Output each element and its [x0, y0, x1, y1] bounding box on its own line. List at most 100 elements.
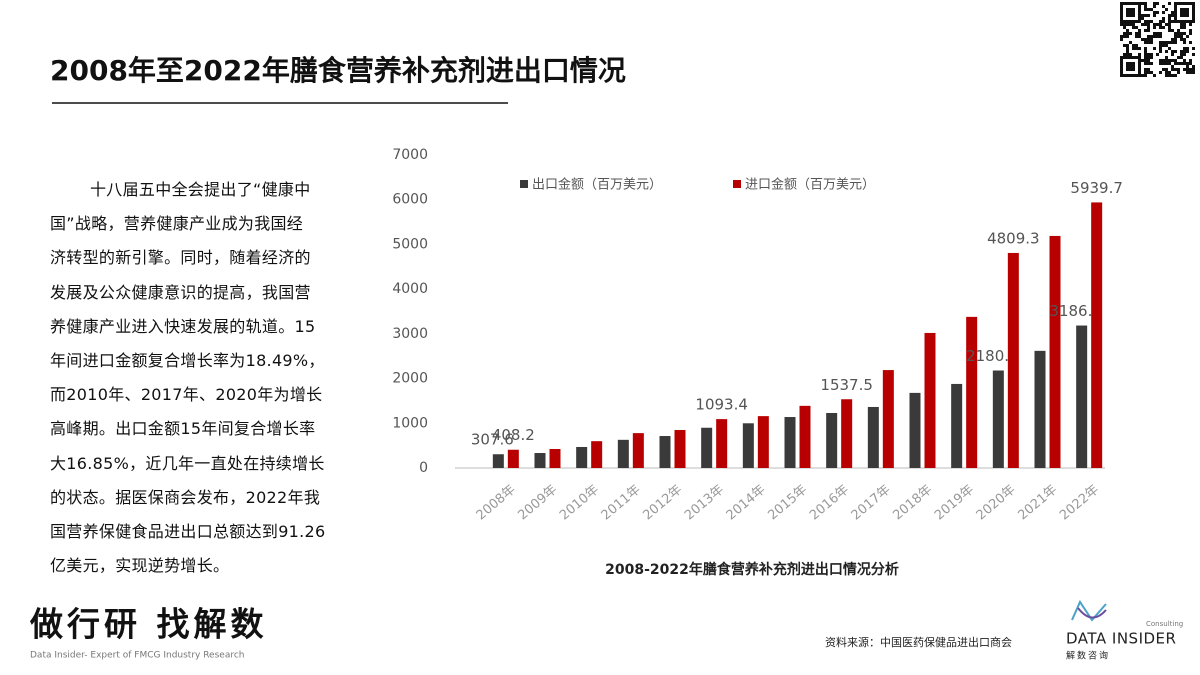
- qr-cell: [1183, 32, 1186, 35]
- qr-cell: [1165, 59, 1168, 62]
- qr-cell: [1150, 8, 1153, 11]
- qr-cell: [1129, 32, 1132, 35]
- qr-cell: [1165, 50, 1168, 53]
- y-tick-label: 6000: [392, 192, 428, 208]
- qr-cell: [1120, 8, 1123, 11]
- qr-cell: [1156, 32, 1159, 35]
- qr-cell: [1132, 2, 1135, 5]
- qr-cell: [1120, 38, 1123, 41]
- qr-cell: [1177, 71, 1180, 74]
- logo-icon: [1071, 599, 1107, 622]
- qr-cell: [1135, 2, 1138, 5]
- qr-cell: [1132, 26, 1135, 29]
- bar: [591, 441, 603, 468]
- x-tick-label: 2018年: [890, 482, 935, 523]
- qr-cell: [1183, 50, 1186, 53]
- qr-cell: [1129, 41, 1132, 44]
- qr-cell: [1123, 44, 1126, 47]
- qr-cell: [1168, 26, 1171, 29]
- qr-cell: [1183, 14, 1186, 17]
- source: 资料来源：中国医药保健品进出口商会: [825, 635, 1012, 649]
- qr-cell: [1147, 38, 1150, 41]
- qr-cell: [1135, 32, 1138, 35]
- qr-cell: [1180, 53, 1183, 56]
- qr-cell: [1189, 68, 1192, 71]
- qr-cell: [1144, 23, 1147, 26]
- qr-cell: [1132, 23, 1135, 26]
- qr-cell: [1189, 71, 1192, 74]
- qr-cell: [1129, 74, 1132, 77]
- qr-cell: [1183, 26, 1186, 29]
- qr-cell: [1162, 5, 1165, 8]
- qr-cell: [1126, 29, 1129, 32]
- qr-cell: [1126, 53, 1129, 56]
- logo-small: Consulting: [1146, 620, 1183, 628]
- qr-cell: [1189, 41, 1192, 44]
- qr-cell: [1132, 74, 1135, 77]
- qr-cell: [1192, 47, 1195, 50]
- tagline: Data Insider- Expert of FMCG Industry Re…: [30, 651, 245, 661]
- qr-cell: [1177, 62, 1180, 65]
- x-tick-label: 2021年: [1015, 482, 1060, 523]
- qr-cell: [1180, 35, 1183, 38]
- qr-cell: [1120, 59, 1123, 62]
- qr-cell: [1120, 11, 1123, 14]
- legend-swatch: [520, 180, 528, 188]
- qr-cell: [1174, 59, 1177, 62]
- bar: [1007, 252, 1019, 468]
- qr-cell: [1189, 20, 1192, 23]
- qr-cell: [1174, 68, 1177, 71]
- body-line: 养健康产业进入快速发展的轨道。15: [50, 316, 316, 336]
- qr-cell: [1138, 59, 1141, 62]
- qr-cell: [1144, 38, 1147, 41]
- qr-cell: [1159, 50, 1162, 53]
- qr-cell: [1147, 59, 1150, 62]
- qr-cell: [1174, 35, 1177, 38]
- qr-cell: [1183, 41, 1186, 44]
- qr-cell: [1150, 20, 1153, 23]
- qr-cell: [1183, 8, 1186, 11]
- qr-cell: [1132, 14, 1135, 17]
- x-tick-label: 2010年: [557, 482, 602, 523]
- qr-cell: [1186, 71, 1189, 74]
- qr-cell: [1147, 68, 1150, 71]
- bar: [757, 416, 769, 468]
- qr-cell: [1123, 26, 1126, 29]
- qr-cell: [1162, 20, 1165, 23]
- qr-cell: [1174, 74, 1177, 77]
- qr-cell: [1162, 44, 1165, 47]
- qr-cell: [1138, 47, 1141, 50]
- qr-cell: [1132, 11, 1135, 14]
- qr-cell: [1150, 62, 1153, 65]
- qr-cell: [1192, 71, 1195, 74]
- qr-cell: [1135, 74, 1138, 77]
- qr-cell: [1189, 2, 1192, 5]
- qr-cell: [1180, 20, 1183, 23]
- qr-cell: [1174, 8, 1177, 11]
- qr-cell: [1123, 32, 1126, 35]
- logo: DATA INSIDER: [1066, 630, 1176, 648]
- body-line: 国”战略，营养健康产业成为我国经: [50, 214, 304, 234]
- qr-cell: [1120, 35, 1123, 38]
- qr-cell: [1129, 68, 1132, 71]
- qr-cell: [1123, 56, 1126, 59]
- qr-cell: [1159, 26, 1162, 29]
- qr-cell: [1138, 65, 1141, 68]
- qr-cell: [1162, 41, 1165, 44]
- qr-cell: [1180, 14, 1183, 17]
- qr-cell: [1153, 26, 1156, 29]
- qr-cell: [1144, 20, 1147, 23]
- qr-cell: [1180, 2, 1183, 5]
- qr-cell: [1183, 2, 1186, 5]
- qr-cell: [1150, 71, 1153, 74]
- bar: [534, 453, 546, 468]
- qr-cell: [1144, 14, 1147, 17]
- qr-cell: [1192, 20, 1195, 23]
- qr-cell: [1138, 53, 1141, 56]
- qr-cell: [1168, 41, 1171, 44]
- qr-cell: [1183, 47, 1186, 50]
- qr-cell: [1144, 74, 1147, 77]
- bar: [701, 427, 713, 468]
- qr-cell: [1174, 50, 1177, 53]
- qr-cell: [1120, 2, 1123, 5]
